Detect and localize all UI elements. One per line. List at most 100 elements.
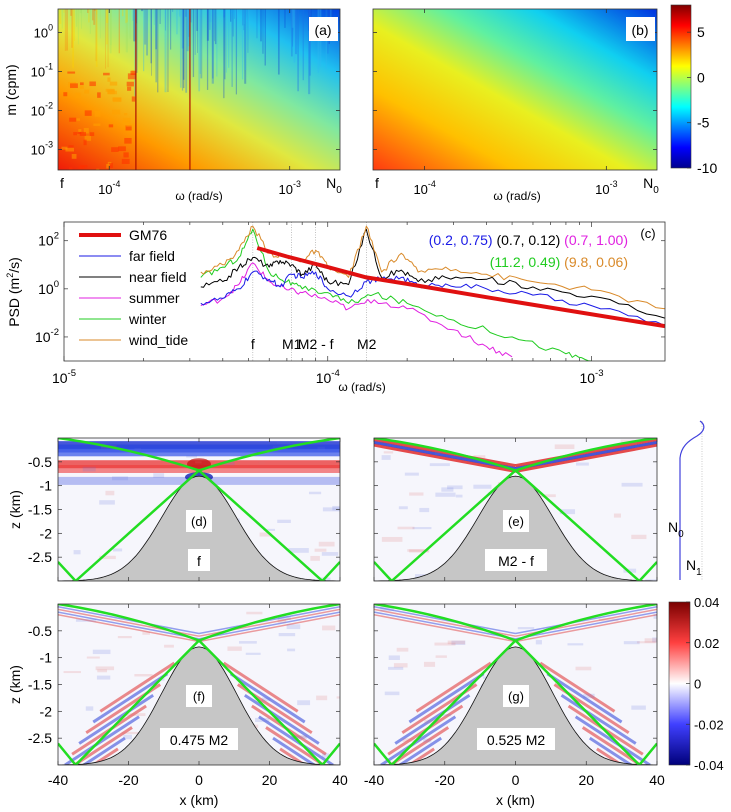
colorbar-bwr-ticks: 0.04 0.02 0 -0.02 -0.04 bbox=[686, 595, 724, 773]
spectrum-streak bbox=[95, 9, 97, 62]
spectrum-patch bbox=[75, 92, 81, 99]
spectrum-streak bbox=[114, 9, 116, 11]
wave-beam bbox=[374, 611, 516, 640]
spectrum-streak bbox=[187, 9, 190, 47]
spectrum-patch bbox=[77, 131, 82, 135]
legend-label: winter bbox=[128, 311, 167, 327]
spectrum-streak bbox=[190, 9, 192, 23]
spectrum-streak bbox=[242, 9, 244, 26]
field-texture bbox=[407, 549, 429, 552]
spectrum-streak bbox=[199, 9, 201, 74]
ray-path bbox=[515, 604, 657, 642]
series-wind-tide bbox=[200, 225, 665, 310]
wave-beam bbox=[198, 611, 340, 640]
spectrum-patch bbox=[84, 110, 92, 116]
field-texture bbox=[314, 548, 327, 552]
n-profile-line bbox=[679, 420, 705, 580]
spectrum-streak bbox=[157, 9, 159, 93]
spectrum-streak bbox=[70, 9, 73, 16]
field-texture bbox=[287, 648, 296, 652]
spectrum-streak bbox=[151, 9, 152, 76]
spectrum-streak bbox=[247, 9, 249, 53]
annotation-row: (11.2, 0.49) (9.8, 0.06) bbox=[490, 254, 628, 270]
colorbar-tick-label: -10 bbox=[697, 160, 717, 176]
y-tick-label: 10-2 bbox=[31, 101, 53, 119]
spectrum-streak bbox=[125, 9, 128, 53]
annotation-values: (11.2, 0.49) bbox=[490, 254, 561, 270]
spectrum-streak bbox=[66, 9, 68, 51]
field-texture bbox=[317, 446, 325, 451]
ray-path bbox=[514, 469, 657, 581]
legend-label: far field bbox=[129, 248, 175, 264]
wave-beam bbox=[272, 736, 317, 765]
x-axis-label: x (km) bbox=[496, 792, 535, 808]
spectrum-streak bbox=[277, 9, 280, 75]
spectrum-streak bbox=[135, 9, 138, 73]
spectrum-streak bbox=[214, 9, 217, 45]
spectrum-streak bbox=[211, 9, 214, 84]
field-texture bbox=[310, 555, 320, 561]
y-tick-label: -1.5 bbox=[28, 502, 52, 518]
field-texture bbox=[434, 642, 456, 646]
spectrum-patch bbox=[96, 168, 100, 170]
field-texture bbox=[412, 527, 432, 530]
panel-c-ylabel: PSD (m2/s) bbox=[5, 257, 22, 327]
field-texture bbox=[322, 625, 336, 631]
spectrum-streak bbox=[194, 9, 196, 55]
wave-beam bbox=[58, 613, 200, 643]
field-texture bbox=[402, 738, 415, 742]
field-texture bbox=[293, 735, 307, 739]
field-texture bbox=[623, 568, 637, 573]
spectrum-streak bbox=[331, 9, 334, 25]
spectrum-streak bbox=[209, 9, 211, 30]
field-texture bbox=[322, 753, 330, 758]
spectrum-streak bbox=[159, 9, 161, 24]
spectrum-streak bbox=[176, 9, 178, 35]
field-texture bbox=[123, 734, 132, 740]
ray-path bbox=[198, 438, 340, 472]
x-tick-label: 10-3 bbox=[279, 179, 301, 197]
field-texture bbox=[381, 455, 391, 460]
spectrum-streak bbox=[188, 9, 190, 37]
ray-path bbox=[374, 438, 516, 472]
field-texture bbox=[559, 509, 576, 515]
wave-beam bbox=[374, 613, 516, 643]
spectrum-patch bbox=[78, 129, 82, 133]
spectrum-streak bbox=[233, 9, 235, 19]
spectrum-streak bbox=[74, 9, 76, 41]
spectrum-streak bbox=[308, 9, 311, 95]
field-texture bbox=[409, 549, 430, 553]
series-near-field bbox=[200, 228, 665, 319]
x-tick-label: 40 bbox=[332, 772, 348, 788]
spectrum-streak bbox=[105, 9, 106, 69]
spectrum-streak bbox=[63, 9, 65, 13]
panel-b-frame bbox=[372, 8, 658, 171]
spectrum-streak bbox=[225, 9, 227, 73]
spectrum-streak bbox=[230, 9, 232, 22]
y-tick-label: 100 bbox=[38, 279, 59, 297]
spectrum-streak bbox=[77, 9, 79, 45]
field-texture bbox=[322, 507, 340, 512]
field-texture bbox=[636, 641, 656, 644]
harmonic-label: M2 - f bbox=[298, 336, 334, 352]
spectrum-patch bbox=[89, 81, 96, 87]
x-tick-label: 20 bbox=[578, 772, 594, 788]
spectrum-streak bbox=[216, 9, 218, 77]
wave-beam bbox=[374, 605, 516, 635]
spectrum-streak bbox=[182, 9, 185, 80]
frequency-label: M2 - f bbox=[498, 553, 534, 569]
panel-a-xlabel: ω (rad/s) bbox=[175, 189, 222, 203]
spectrum-streak bbox=[198, 9, 201, 92]
spectrum-streak bbox=[209, 9, 212, 23]
series-gm76 bbox=[256, 246, 665, 329]
colorbar-tick-label: -0.04 bbox=[694, 758, 724, 773]
frequency-label-box bbox=[160, 728, 238, 750]
wave-band bbox=[58, 448, 340, 457]
field-texture bbox=[297, 700, 311, 706]
spectrum-patch bbox=[123, 112, 128, 116]
x-tick-label: 0 bbox=[512, 772, 520, 788]
spectrum-patch bbox=[123, 152, 129, 158]
x-tick-label: 10-4 bbox=[316, 368, 341, 386]
spectrum-streak bbox=[292, 9, 294, 47]
wave-beam bbox=[244, 693, 320, 745]
